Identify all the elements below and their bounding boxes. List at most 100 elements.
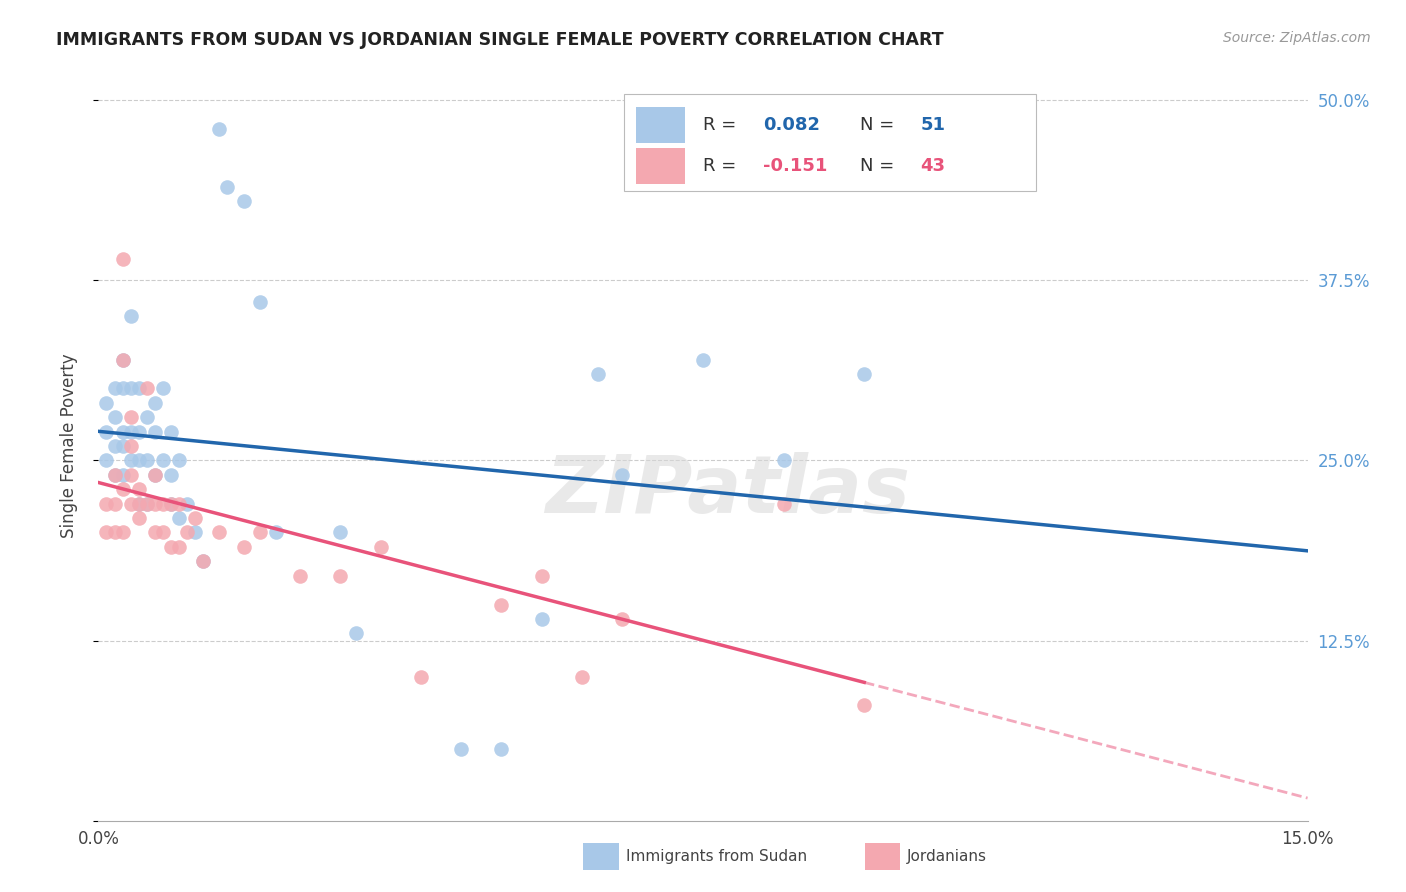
Point (120, 453, 142, 467)
Point (135, 410, 157, 425)
Point (103, 410, 125, 425)
Point (103, 467, 125, 482)
Text: 0.082: 0.082 (763, 116, 821, 134)
Point (772, 453, 794, 467)
Point (143, 467, 166, 482)
Point (232, 540, 254, 554)
Point (135, 497, 157, 511)
Point (167, 497, 190, 511)
Point (249, 294, 271, 309)
Point (208, 525, 231, 540)
Y-axis label: Single Female Poverty: Single Female Poverty (59, 354, 77, 538)
Point (329, 568, 352, 582)
Point (772, 497, 794, 511)
Point (103, 381, 125, 395)
Point (329, 525, 352, 540)
Text: R =: R = (703, 157, 742, 175)
Point (96, 525, 118, 540)
Point (143, 497, 166, 511)
Point (128, 425, 150, 439)
Point (143, 525, 166, 540)
Point (143, 425, 166, 439)
Point (167, 453, 190, 467)
Point (128, 497, 150, 511)
Point (152, 381, 174, 395)
Point (491, 598, 513, 612)
Point (152, 453, 174, 467)
Text: 43: 43 (921, 157, 946, 175)
Point (128, 453, 150, 467)
Point (135, 381, 157, 395)
Point (193, 554, 215, 568)
Point (491, 741, 513, 756)
Point (160, 497, 183, 511)
Point (96, 425, 118, 439)
Text: Immigrants from Sudan: Immigrants from Sudan (626, 849, 807, 863)
Point (167, 540, 190, 554)
Point (853, 698, 876, 713)
Point (120, 310, 142, 324)
Point (111, 425, 134, 439)
Point (160, 467, 183, 482)
FancyBboxPatch shape (637, 106, 685, 143)
Point (120, 425, 142, 439)
Point (103, 439, 125, 453)
Text: -0.151: -0.151 (763, 157, 828, 175)
Point (160, 425, 183, 439)
Point (143, 467, 166, 482)
Point (264, 525, 287, 540)
Point (111, 352, 134, 367)
Point (135, 497, 157, 511)
Text: Jordanians: Jordanians (907, 849, 987, 863)
Point (103, 467, 125, 482)
Point (103, 525, 125, 540)
Point (111, 439, 134, 453)
Point (152, 497, 174, 511)
Point (111, 352, 134, 367)
Point (120, 467, 142, 482)
Text: R =: R = (703, 116, 742, 134)
Point (128, 497, 150, 511)
Point (193, 554, 215, 568)
Point (249, 525, 271, 540)
Point (111, 482, 134, 496)
Point (530, 612, 553, 626)
Point (128, 511, 150, 525)
Point (120, 497, 142, 511)
Point (111, 467, 134, 482)
Point (111, 381, 134, 395)
Point (370, 540, 392, 554)
Point (208, 122, 231, 136)
Point (217, 179, 239, 194)
Point (530, 568, 553, 582)
Point (128, 482, 150, 496)
FancyBboxPatch shape (637, 148, 685, 184)
Point (232, 194, 254, 208)
Point (692, 352, 714, 367)
Point (128, 381, 150, 395)
Point (152, 525, 174, 540)
Point (111, 525, 134, 540)
Point (160, 540, 183, 554)
Text: ZIPatlas: ZIPatlas (544, 452, 910, 530)
Point (571, 669, 593, 683)
Point (120, 410, 142, 425)
Text: Source: ZipAtlas.com: Source: ZipAtlas.com (1223, 31, 1371, 45)
Text: IMMIGRANTS FROM SUDAN VS JORDANIAN SINGLE FEMALE POVERTY CORRELATION CHART: IMMIGRANTS FROM SUDAN VS JORDANIAN SINGL… (56, 31, 943, 49)
Point (103, 497, 125, 511)
FancyBboxPatch shape (624, 94, 1035, 191)
Point (96, 497, 118, 511)
Point (184, 525, 207, 540)
Point (344, 626, 367, 640)
Text: N =: N = (860, 116, 900, 134)
Point (612, 467, 634, 482)
Point (176, 525, 198, 540)
Point (288, 568, 311, 582)
Point (120, 381, 142, 395)
Point (184, 511, 207, 525)
Point (143, 396, 166, 410)
Point (160, 497, 183, 511)
Point (853, 367, 876, 381)
Text: N =: N = (860, 157, 900, 175)
Text: 51: 51 (921, 116, 946, 134)
